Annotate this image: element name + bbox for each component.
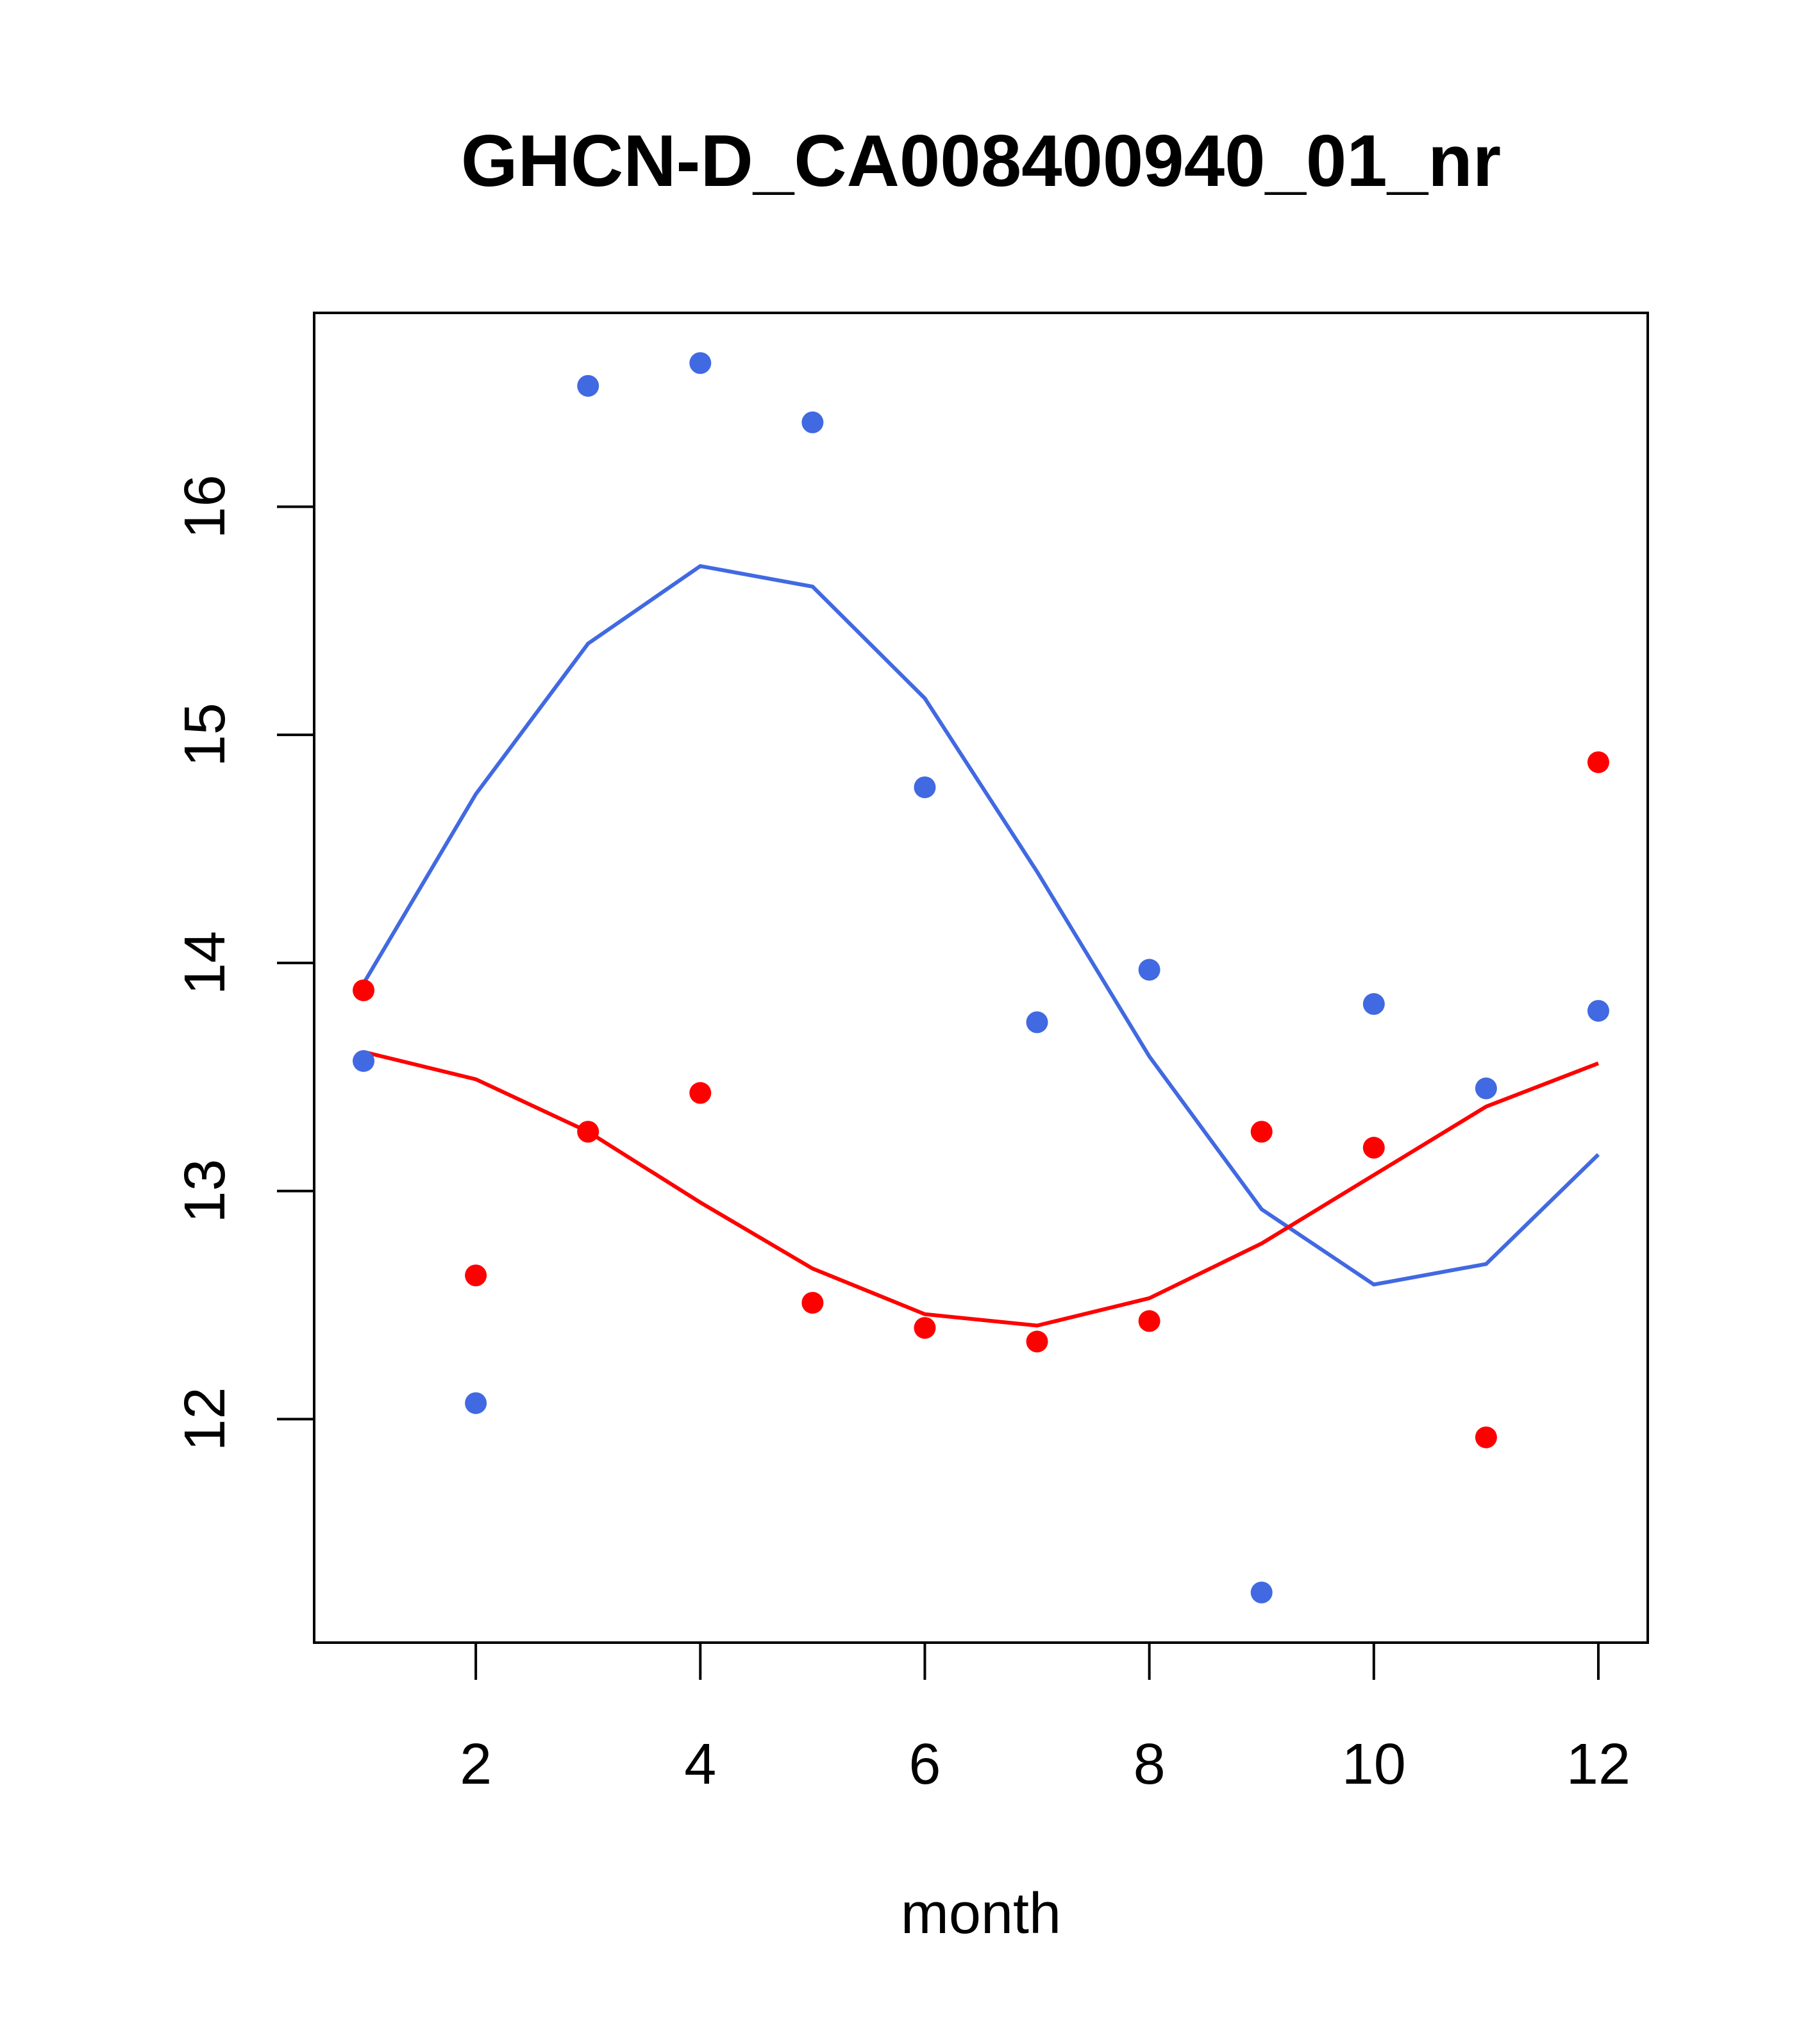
blue-points-point [353, 1050, 375, 1072]
blue-points-point [914, 776, 936, 798]
red-points-point [1250, 1121, 1273, 1143]
blue-points-point [1026, 1011, 1048, 1034]
red-points-point [1587, 751, 1609, 773]
red-fit-line [363, 1050, 1600, 1328]
red-points-point [465, 1264, 487, 1287]
x-tick-label: 6 [908, 1732, 941, 1797]
x-tick-label: 4 [684, 1732, 716, 1797]
x-axis: 2 4 6 8 10 12 [460, 1641, 1630, 1797]
red-points-point [1026, 1330, 1048, 1353]
series-layer [353, 352, 1609, 1604]
blue-points-point [1362, 993, 1385, 1015]
plot-frame [313, 312, 1649, 1644]
blue-points-point [1587, 1000, 1609, 1022]
red-points-point [353, 979, 375, 1001]
blue-points-point [465, 1392, 487, 1414]
y-tick-label: 14 [173, 931, 237, 995]
red-points-point [914, 1317, 936, 1339]
red-points-point [801, 1291, 824, 1314]
y-tick-label: 13 [173, 1159, 237, 1223]
y-tick-label: 12 [173, 1387, 237, 1451]
blue-fit-line [362, 564, 1600, 1287]
y-axis: 12 13 14 15 16 [173, 474, 315, 1451]
x-tick-label: 2 [460, 1732, 492, 1797]
blue-points-point [1475, 1077, 1497, 1100]
blue-points-point [801, 411, 824, 433]
red-points-point [1138, 1310, 1160, 1332]
blue-points-point [689, 352, 712, 374]
x-tick-label: 10 [1342, 1732, 1406, 1797]
red-points-point [1475, 1426, 1497, 1448]
x-axis-label: month [901, 1882, 1061, 1946]
y-tick-label: 16 [173, 474, 237, 539]
x-tick-label: 12 [1566, 1732, 1630, 1797]
blue-points-point [1250, 1581, 1273, 1604]
red-points-point [577, 1121, 599, 1143]
blue-points-point [577, 374, 599, 397]
red-points-point [689, 1082, 712, 1104]
red-points-point [1362, 1137, 1385, 1159]
chart-title: GHCN-D_CA008400940_01_nr [461, 121, 1501, 202]
y-tick-label: 15 [173, 703, 237, 767]
x-tick-label: 8 [1134, 1732, 1166, 1797]
blue-points-point [1138, 959, 1160, 981]
